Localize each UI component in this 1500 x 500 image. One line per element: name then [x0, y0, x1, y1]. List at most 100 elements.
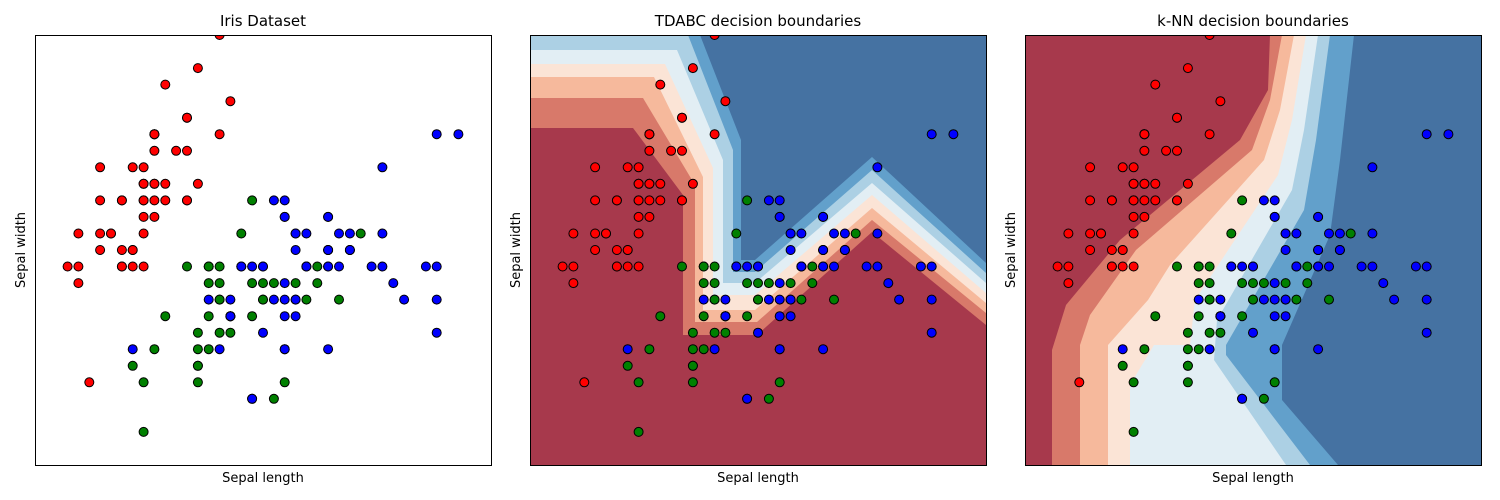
data-point-class-c — [742, 261, 753, 272]
data-point-class-c — [622, 344, 633, 355]
data-point-class-c — [818, 245, 829, 255]
data-point-class-b — [192, 344, 203, 355]
data-point-class-a — [633, 211, 644, 222]
data-point-class-a — [95, 245, 106, 255]
data-point-class-c — [334, 261, 344, 272]
data-point-class-b — [203, 261, 214, 272]
data-point-class-a — [633, 178, 644, 189]
data-point-class-c — [1269, 278, 1280, 289]
data-point-class-b — [203, 344, 214, 355]
data-point-class-a — [1085, 195, 1096, 206]
data-point-class-a — [1052, 261, 1063, 272]
data-point-class-a — [1139, 129, 1150, 140]
data-point-class-c — [872, 162, 883, 173]
data-point-class-a — [192, 63, 203, 74]
data-point-class-c — [1324, 228, 1334, 239]
data-point-class-c — [698, 294, 709, 305]
data-point-class-a — [182, 145, 192, 156]
data-point-class-c — [279, 294, 290, 305]
data-point-class-c — [818, 211, 829, 222]
data-point-class-b — [203, 311, 214, 322]
data-point-class-b — [1258, 393, 1269, 404]
data-point-class-a — [1182, 178, 1193, 189]
data-point-class-b — [214, 327, 225, 338]
data-point-class-c — [839, 245, 850, 255]
data-point-class-b — [192, 377, 203, 388]
data-point-class-a — [601, 228, 611, 239]
data-point-class-a — [1063, 278, 1074, 289]
data-point-class-c — [720, 311, 731, 322]
data-point-class-a — [622, 261, 633, 272]
data-point-class-a — [1128, 228, 1139, 239]
data-point-class-a — [622, 162, 633, 173]
data-point-class-b — [698, 311, 709, 322]
data-point-class-c — [1258, 294, 1269, 305]
data-point-class-b — [1128, 377, 1139, 388]
data-point-class-b — [1193, 278, 1204, 289]
data-point-class-b — [633, 377, 644, 388]
data-point-class-a — [655, 178, 666, 189]
data-point-class-a — [611, 261, 622, 272]
data-point-class-c — [1193, 294, 1204, 305]
data-point-class-c — [431, 129, 442, 140]
data-point-class-c — [763, 195, 774, 206]
data-point-class-c — [323, 261, 334, 272]
data-point-class-c — [268, 294, 279, 305]
data-point-class-a — [149, 195, 160, 206]
data-point-class-b — [290, 278, 301, 289]
data-point-class-b — [785, 278, 796, 289]
data-point-class-b — [763, 278, 774, 289]
data-point-class-c — [948, 129, 959, 140]
data-point-class-a — [677, 145, 687, 156]
data-point-class-a — [138, 228, 149, 239]
data-point-class-c — [1269, 344, 1280, 355]
data-point-class-c — [1280, 245, 1291, 255]
data-point-class-b — [829, 294, 839, 305]
data-point-class-a — [568, 278, 579, 289]
data-point-class-b — [192, 360, 203, 371]
data-point-class-a — [1074, 377, 1085, 388]
data-point-class-b — [1193, 261, 1204, 272]
data-point-class-a — [62, 261, 73, 272]
data-point-class-b — [268, 278, 279, 289]
data-point-class-c — [915, 261, 926, 272]
data-point-class-b — [1302, 278, 1313, 289]
data-point-class-c — [366, 261, 377, 272]
axes-frame — [35, 35, 492, 466]
data-point-class-c — [753, 261, 763, 272]
data-point-class-c — [334, 228, 344, 239]
data-point-class-c — [829, 228, 839, 239]
data-point-class-c — [1421, 129, 1432, 140]
data-point-class-c — [344, 228, 355, 239]
x-axis-label: Sepal length — [717, 471, 799, 486]
data-point-class-c — [926, 129, 937, 140]
data-point-class-c — [753, 327, 763, 338]
data-point-class-a — [1215, 96, 1226, 107]
data-point-class-c — [453, 129, 464, 140]
data-point-class-b — [1128, 426, 1139, 437]
data-point-class-b — [644, 344, 655, 355]
data-point-class-c — [1378, 278, 1389, 289]
data-point-class-c — [1421, 261, 1432, 272]
decision-boundary-regions — [530, 35, 986, 465]
data-point-class-a — [644, 145, 655, 156]
data-point-class-b — [1215, 327, 1226, 338]
data-point-class-b — [1324, 294, 1334, 305]
data-point-class-c — [774, 311, 785, 322]
data-point-class-c — [301, 228, 312, 239]
data-point-class-c — [247, 393, 258, 404]
data-point-class-b — [1291, 294, 1302, 305]
data-point-class-c — [1117, 344, 1128, 355]
data-point-class-a — [127, 245, 138, 255]
data-point-class-b — [312, 278, 323, 289]
data-point-class-b — [1248, 294, 1258, 305]
data-point-class-c — [1269, 311, 1280, 322]
data-point-class-a — [1150, 195, 1161, 206]
data-point-class-b — [742, 195, 753, 206]
data-point-class-b — [1280, 278, 1291, 289]
data-point-class-b — [225, 327, 236, 338]
data-point-class-c — [344, 245, 355, 255]
chart-title: Iris Dataset — [220, 12, 306, 30]
data-point-class-c — [290, 294, 301, 305]
data-point-class-b — [633, 426, 644, 437]
